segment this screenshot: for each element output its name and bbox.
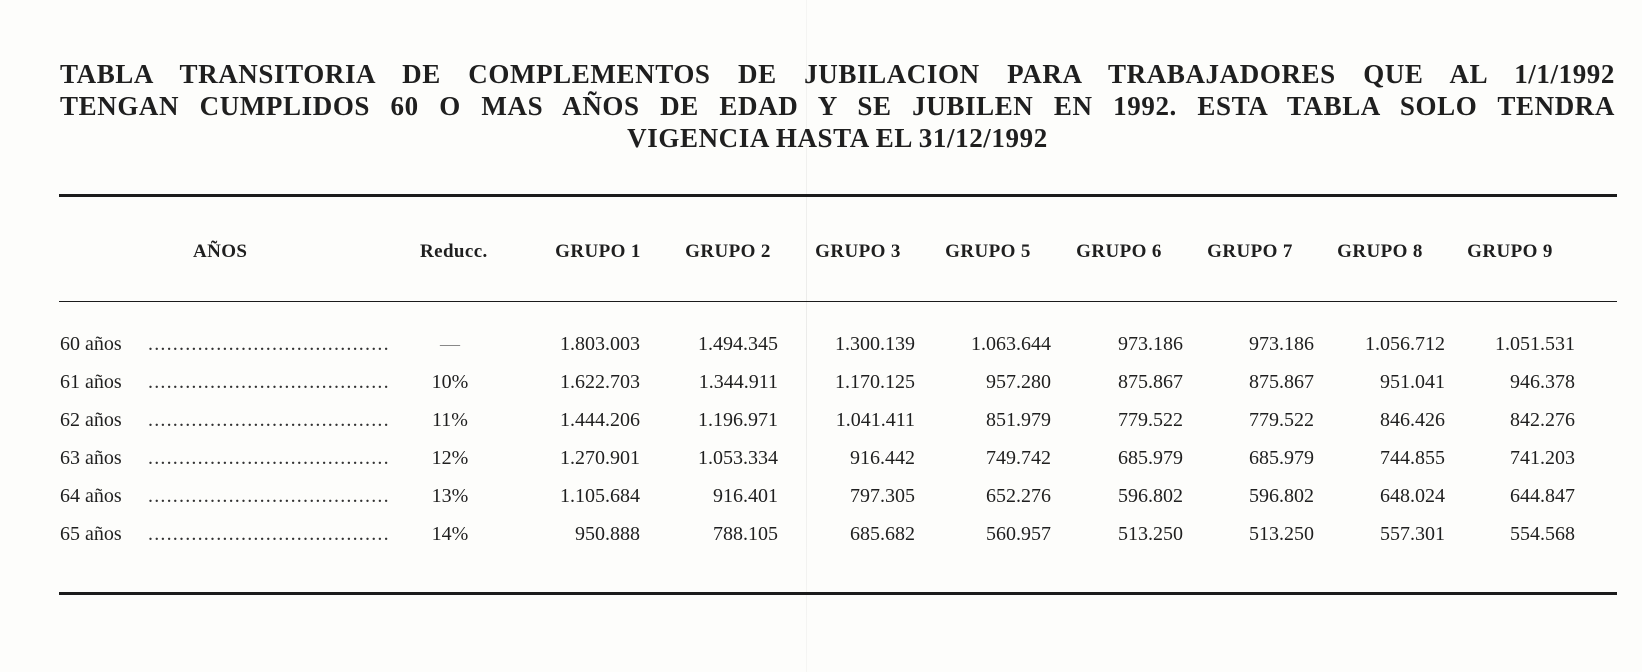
header-group: GRUPO 5 — [945, 241, 1031, 262]
row-value: 596.802 — [1249, 485, 1314, 507]
row-value: 1.063.644 — [971, 333, 1051, 355]
row-value: 685.682 — [850, 523, 915, 545]
row-value: 851.979 — [986, 409, 1051, 431]
row-value: 1.053.334 — [698, 447, 778, 469]
row-value: 779.522 — [1249, 409, 1314, 431]
row-value: 916.401 — [713, 485, 778, 507]
row-value: 1.622.703 — [560, 371, 640, 393]
table-row: 65 años ................................… — [0, 523, 1642, 561]
row-reduction: 13% — [431, 485, 469, 507]
row-reduction: 14% — [431, 523, 469, 545]
row-age: 62 años — [60, 409, 122, 431]
row-value: 1.056.712 — [1365, 333, 1445, 355]
row-value: 513.250 — [1249, 523, 1314, 545]
row-age: 61 años — [60, 371, 122, 393]
row-value: 648.024 — [1380, 485, 1445, 507]
header-reduction: Reducc. — [420, 241, 488, 262]
header-group: GRUPO 8 — [1337, 241, 1423, 262]
row-value: 1.170.125 — [835, 371, 915, 393]
row-age: 64 años — [60, 485, 122, 507]
row-value: 685.979 — [1118, 447, 1183, 469]
row-age: 63 años — [60, 447, 122, 469]
row-value: 973.186 — [1249, 333, 1314, 355]
leader-dots: ........................................… — [148, 485, 388, 507]
title-line-2: TENGAN CUMPLIDOS 60 O MAS AÑOS DE EDAD Y… — [60, 91, 1615, 121]
table-bottom-rule — [59, 592, 1617, 595]
row-value: 875.867 — [1249, 371, 1314, 393]
header-group: GRUPO 7 — [1207, 241, 1293, 262]
row-value: 1.300.139 — [835, 333, 915, 355]
row-value: 842.276 — [1510, 409, 1575, 431]
document-title: TABLA TRANSITORIA DE COMPLEMENTOS DE JUB… — [60, 58, 1615, 154]
table-row: 61 años ................................… — [0, 371, 1642, 409]
leader-dots: ........................................… — [148, 371, 388, 393]
header-bottom-rule — [59, 301, 1617, 302]
row-value: 916.442 — [850, 447, 915, 469]
row-reduction: — — [440, 333, 460, 355]
row-value: 744.855 — [1380, 447, 1445, 469]
leader-dots: ........................................… — [148, 409, 388, 431]
row-value: 1.803.003 — [560, 333, 640, 355]
title-line-3: VIGENCIA HASTA EL 31/12/1992 — [627, 123, 1048, 153]
row-value: 1.051.531 — [1495, 333, 1575, 355]
row-value: 788.105 — [713, 523, 778, 545]
row-value: 951.041 — [1380, 371, 1445, 393]
row-reduction: 12% — [431, 447, 469, 469]
row-value: 513.250 — [1118, 523, 1183, 545]
row-value: 644.847 — [1510, 485, 1575, 507]
row-reduction: 10% — [431, 371, 469, 393]
row-value: 1.105.684 — [560, 485, 640, 507]
page-fold-line — [806, 0, 807, 672]
row-value: 875.867 — [1118, 371, 1183, 393]
header-years: AÑOS — [193, 241, 248, 262]
title-line-1: TABLA TRANSITORIA DE COMPLEMENTOS DE JUB… — [60, 59, 1615, 89]
row-value: 1.444.206 — [560, 409, 640, 431]
row-value: 741.203 — [1510, 447, 1575, 469]
header-group: GRUPO 6 — [1076, 241, 1162, 262]
row-value: 1.041.411 — [835, 409, 915, 431]
row-value: 749.742 — [986, 447, 1051, 469]
row-value: 652.276 — [986, 485, 1051, 507]
row-value: 685.979 — [1249, 447, 1314, 469]
leader-dots: ........................................… — [148, 333, 388, 355]
row-value: 560.957 — [986, 523, 1051, 545]
leader-dots: ........................................… — [148, 447, 388, 469]
row-value: 950.888 — [575, 523, 640, 545]
row-value: 779.522 — [1118, 409, 1183, 431]
row-value: 557.301 — [1380, 523, 1445, 545]
table-row: 64 años ................................… — [0, 485, 1642, 523]
row-value: 1.494.345 — [698, 333, 778, 355]
table-row: 60 años ................................… — [0, 333, 1642, 371]
row-age: 60 años — [60, 333, 122, 355]
table-row: 62 años ................................… — [0, 409, 1642, 447]
row-value: 957.280 — [986, 371, 1051, 393]
header-group: GRUPO 9 — [1467, 241, 1553, 262]
row-value: 946.378 — [1510, 371, 1575, 393]
row-value: 846.426 — [1380, 409, 1445, 431]
table-row: 63 años ................................… — [0, 447, 1642, 485]
row-value: 1.196.971 — [698, 409, 778, 431]
header-group: GRUPO 2 — [685, 241, 771, 262]
row-value: 596.802 — [1118, 485, 1183, 507]
row-age: 65 años — [60, 523, 122, 545]
header-group: GRUPO 3 — [815, 241, 901, 262]
row-value: 1.270.901 — [560, 447, 640, 469]
header-group: GRUPO 1 — [555, 241, 641, 262]
leader-dots: ........................................… — [148, 523, 388, 545]
row-reduction: 11% — [432, 409, 468, 431]
table-top-rule — [59, 194, 1617, 197]
row-value: 554.568 — [1510, 523, 1575, 545]
row-value: 797.305 — [850, 485, 915, 507]
row-value: 973.186 — [1118, 333, 1183, 355]
row-value: 1.344.911 — [698, 371, 778, 393]
